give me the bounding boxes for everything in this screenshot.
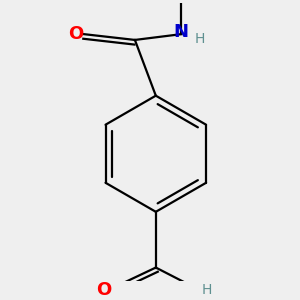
Text: H: H	[202, 283, 212, 297]
Text: O: O	[96, 280, 111, 298]
Text: H: H	[195, 32, 205, 46]
Text: N: N	[174, 23, 189, 41]
Text: O: O	[68, 25, 83, 43]
